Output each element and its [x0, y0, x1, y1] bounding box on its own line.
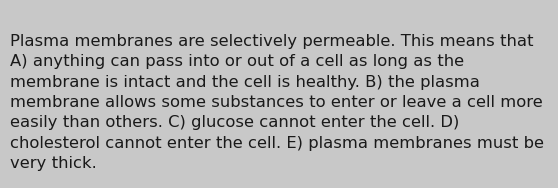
Text: Plasma membranes are selectively permeable. This means that
A) anything can pass: Plasma membranes are selectively permeab… — [10, 34, 544, 171]
